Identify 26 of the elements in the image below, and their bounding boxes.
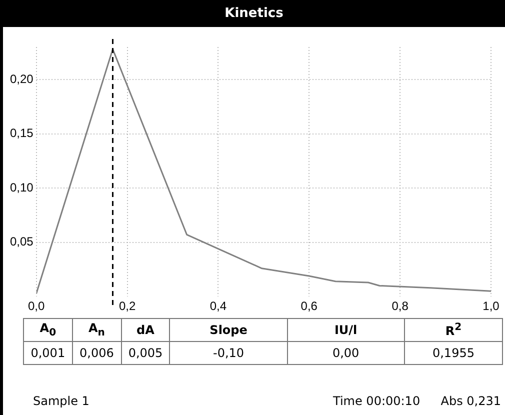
text: A$_{n}$	[72, 318, 122, 342]
y-tick-label: 0,10	[10, 180, 34, 194]
text: 0,001	[24, 342, 72, 364]
y-tick-label: 0,05	[10, 234, 34, 249]
x-tick-label: 0,6	[300, 299, 318, 314]
text: 0,00	[287, 342, 404, 364]
text: A$_{0}$	[24, 318, 72, 342]
text: IU/l	[287, 318, 404, 342]
y-tick-label: 0,15	[10, 126, 34, 140]
x-tick-label: 0,8	[392, 299, 409, 314]
x-tick-label: 0,2	[118, 299, 136, 314]
text: dA	[121, 318, 170, 342]
text: 0,006	[72, 342, 122, 364]
text: Time 00:00:10	[333, 394, 420, 408]
text: 0,1955	[404, 342, 502, 364]
chart-title: Kinetics	[3, 0, 505, 27]
y-tick-label: 0,20	[10, 72, 34, 86]
x-tick-label: 0,0	[28, 299, 46, 314]
text: Abs 0,231	[440, 394, 501, 408]
x-tick-label: 1,0	[482, 299, 500, 314]
text: Slope	[170, 318, 288, 342]
x-tick-label: 0,4	[210, 299, 227, 314]
text: Sample 1	[33, 394, 90, 408]
text: -0,10	[170, 342, 288, 364]
text: 0,005	[121, 342, 170, 364]
text: R$^{2}$	[404, 318, 502, 342]
